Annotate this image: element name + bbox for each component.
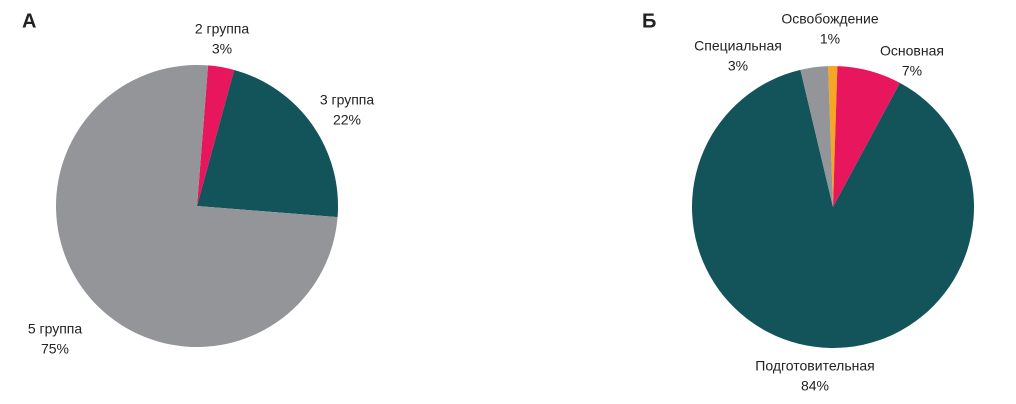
slice-label: Подготовительная [755, 358, 874, 374]
pie-slice [800, 66, 833, 207]
panel-title: Б [642, 10, 656, 32]
pie-slice [692, 69, 974, 348]
slice-label: 2 группа [195, 21, 250, 37]
slice-label: 5 группа [28, 321, 83, 337]
pie-slice [197, 65, 235, 206]
slice-label: Освобождение [781, 11, 878, 27]
panel-title: А [22, 10, 36, 32]
pie-slice [56, 65, 338, 347]
pie-slice [197, 69, 338, 218]
slice-label: 3 группа [320, 92, 375, 108]
data-label: 3% [212, 41, 232, 57]
pie-slice [828, 65, 838, 207]
data-label: 75% [41, 341, 69, 357]
data-label: 3% [728, 58, 748, 74]
data-label: 7% [902, 63, 922, 79]
pie-slice [833, 66, 900, 208]
data-label: 84% [801, 378, 829, 394]
slice-label: Основная [880, 43, 944, 59]
slice-label: Специальная [694, 38, 782, 54]
data-label: 22% [333, 112, 361, 128]
data-label: 1% [820, 31, 840, 47]
